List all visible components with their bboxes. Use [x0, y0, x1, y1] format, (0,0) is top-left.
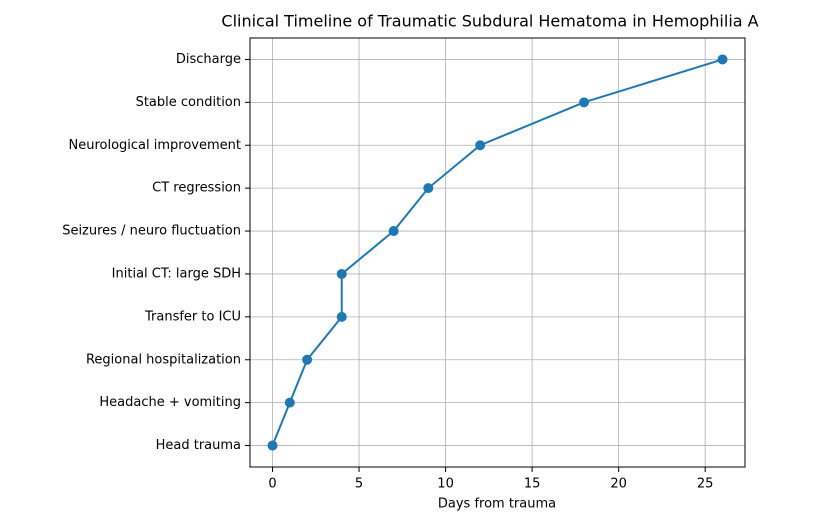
y-tick-label: Regional hospitalization — [86, 352, 241, 367]
y-tick-label: Headache + vomiting — [99, 395, 241, 410]
point — [302, 354, 313, 365]
x-tick-label: 0 — [268, 477, 276, 492]
x-tick-label: 20 — [610, 477, 627, 492]
point — [336, 311, 347, 322]
y-tick-label: CT regression — [152, 181, 241, 196]
y-tick-label: Discharge — [176, 52, 241, 67]
y-tick-label: Initial CT: large SDH — [112, 266, 241, 281]
chart-title: Clinical Timeline of Traumatic Subdural … — [221, 12, 758, 31]
y-tick-label: Stable condition — [136, 95, 241, 110]
y-tick-label: Neurological improvement — [69, 138, 242, 153]
x-tick-label: 10 — [437, 477, 454, 492]
x-axis-label: Days from trauma — [438, 497, 556, 512]
point — [267, 440, 278, 451]
point — [423, 183, 434, 194]
y-tick-label: Head trauma — [156, 438, 241, 453]
plot-frame — [249, 37, 746, 468]
point — [388, 226, 399, 237]
point — [579, 97, 590, 108]
point — [717, 54, 728, 65]
y-tick-label: Transfer to ICU — [144, 309, 241, 324]
point — [284, 397, 295, 408]
y-tick-label: Seizures / neuro fluctuation — [62, 224, 241, 239]
x-tick-label: 25 — [697, 477, 714, 492]
x-tick-label: 5 — [355, 477, 363, 492]
point — [475, 140, 486, 151]
point — [336, 268, 347, 279]
x-tick-label: 15 — [524, 477, 541, 492]
line — [271, 58, 723, 446]
